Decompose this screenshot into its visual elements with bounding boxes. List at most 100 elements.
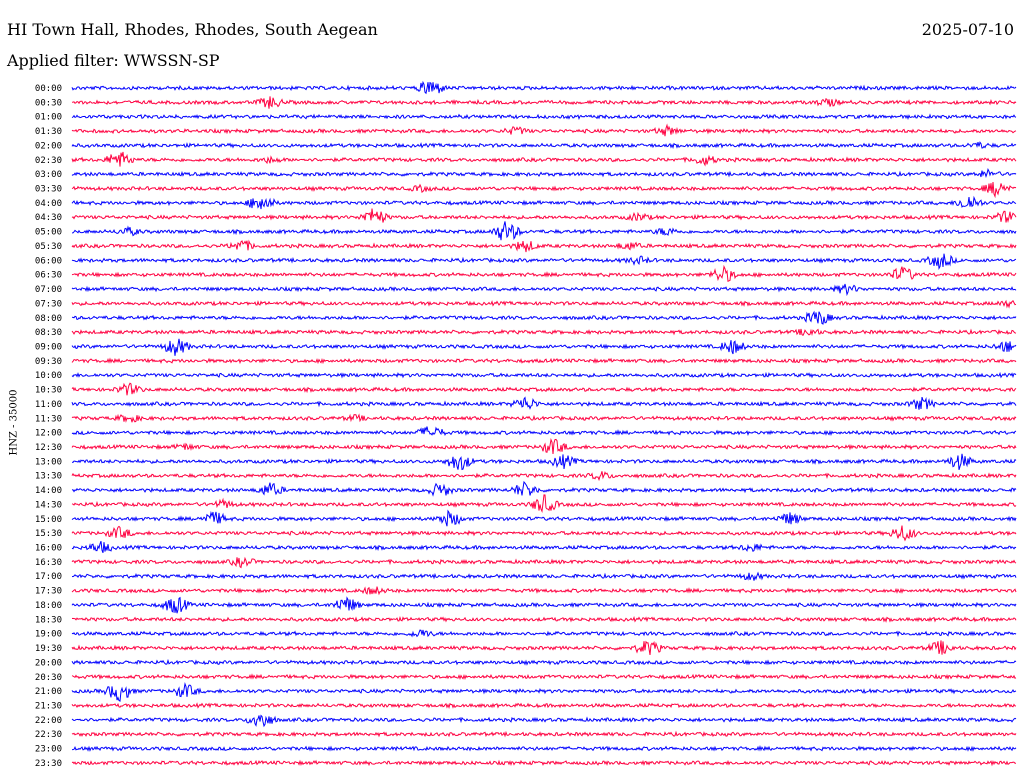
time-label: 17:30 bbox=[35, 587, 62, 597]
time-label: 05:00 bbox=[35, 228, 62, 238]
time-label: 13:00 bbox=[35, 457, 62, 467]
trace-line bbox=[71, 540, 1017, 554]
time-label: 03:00 bbox=[35, 170, 62, 180]
trace-line bbox=[71, 640, 1017, 656]
time-label: 12:30 bbox=[35, 443, 62, 453]
time-label: 07:00 bbox=[35, 285, 62, 295]
time-label: 09:00 bbox=[35, 342, 62, 352]
trace-line bbox=[71, 382, 1017, 396]
time-label: 16:30 bbox=[35, 558, 62, 568]
time-label: 19:30 bbox=[35, 644, 62, 654]
trace-line bbox=[71, 556, 1017, 569]
trace-line bbox=[71, 80, 1017, 95]
trace-line bbox=[71, 299, 1017, 309]
time-label: 14:30 bbox=[35, 500, 62, 510]
trace-line bbox=[71, 438, 1017, 454]
trace-line bbox=[71, 745, 1017, 752]
trace-line bbox=[72, 221, 1017, 241]
trace-line bbox=[71, 413, 1017, 423]
trace-line bbox=[71, 759, 1017, 767]
time-label: 17:00 bbox=[35, 572, 62, 582]
trace-line bbox=[71, 239, 1017, 253]
time-label: 10:00 bbox=[35, 371, 62, 381]
trace-line bbox=[71, 702, 1017, 710]
time-label: 06:00 bbox=[35, 256, 62, 266]
trace-line bbox=[71, 253, 1017, 270]
trace-line bbox=[71, 596, 1017, 614]
trace-line bbox=[71, 195, 1017, 210]
time-label: 00:30 bbox=[35, 98, 62, 108]
time-label: 21:30 bbox=[35, 701, 62, 711]
trace-line bbox=[71, 141, 1017, 149]
trace-line bbox=[71, 96, 1017, 109]
time-label: 19:00 bbox=[35, 630, 62, 640]
trace-line bbox=[71, 494, 1017, 513]
trace-line bbox=[71, 426, 1017, 437]
trace-line bbox=[71, 480, 1017, 497]
time-label: 20:00 bbox=[35, 658, 62, 668]
trace-line bbox=[71, 586, 1017, 596]
trace-line bbox=[71, 673, 1017, 681]
time-label: 18:30 bbox=[35, 615, 62, 625]
time-label: 02:30 bbox=[35, 156, 62, 166]
trace-line bbox=[71, 338, 1017, 356]
trace-line bbox=[71, 113, 1017, 120]
time-label: 16:00 bbox=[35, 544, 62, 554]
trace-line bbox=[71, 453, 1017, 471]
time-label: 00:00 bbox=[35, 84, 62, 94]
trace-line bbox=[71, 283, 1017, 297]
time-label: 11:00 bbox=[35, 400, 62, 410]
trace-line bbox=[71, 396, 1017, 410]
time-label: 06:30 bbox=[35, 271, 62, 281]
trace-line bbox=[71, 730, 1017, 738]
trace-line bbox=[71, 571, 1017, 581]
time-label: 20:30 bbox=[35, 673, 62, 683]
trace-line bbox=[71, 357, 1017, 365]
trace-line bbox=[71, 682, 1017, 702]
time-label: 13:30 bbox=[35, 472, 62, 482]
trace-line bbox=[71, 264, 1017, 283]
time-label: 21:00 bbox=[35, 687, 62, 697]
trace-line bbox=[71, 629, 1017, 638]
trace-line bbox=[71, 371, 1017, 379]
trace-line bbox=[71, 151, 1017, 167]
trace-line bbox=[71, 525, 1017, 542]
trace-line bbox=[71, 328, 1017, 336]
time-label: 23:00 bbox=[35, 745, 62, 755]
time-label: 07:30 bbox=[35, 299, 62, 309]
trace-line bbox=[71, 168, 1017, 178]
time-label: 23:30 bbox=[35, 759, 62, 769]
station-title: HI Town Hall, Rhodes, Rhodes, South Aege… bbox=[7, 20, 378, 39]
time-label: 22:30 bbox=[35, 730, 62, 740]
time-label: 03:30 bbox=[35, 185, 62, 195]
time-label: 05:30 bbox=[35, 242, 62, 252]
time-label: 14:00 bbox=[35, 486, 62, 496]
time-label: 15:30 bbox=[35, 529, 62, 539]
trace-line bbox=[71, 123, 1017, 137]
trace-line bbox=[71, 616, 1017, 623]
time-label: 04:00 bbox=[35, 199, 62, 209]
time-label: 01:30 bbox=[35, 127, 62, 137]
time-label: 11:30 bbox=[35, 414, 62, 424]
trace-line bbox=[71, 471, 1017, 482]
date-label: 2025-07-10 bbox=[921, 20, 1014, 39]
time-label: 04:30 bbox=[35, 213, 62, 223]
time-label: 18:00 bbox=[35, 601, 62, 611]
trace-line bbox=[71, 181, 1017, 199]
time-label: 15:00 bbox=[35, 515, 62, 525]
time-label: 08:30 bbox=[35, 328, 62, 338]
trace-line bbox=[71, 658, 1017, 666]
trace-line bbox=[71, 310, 1017, 325]
time-label: 10:30 bbox=[35, 386, 62, 396]
trace-line bbox=[71, 208, 1017, 224]
time-label: 22:00 bbox=[35, 716, 62, 726]
trace-line bbox=[71, 714, 1017, 728]
time-label: 09:30 bbox=[35, 357, 62, 367]
time-label: 12:00 bbox=[35, 429, 62, 439]
time-label: 01:00 bbox=[35, 113, 62, 123]
time-label: 08:00 bbox=[35, 314, 62, 324]
trace-line bbox=[71, 509, 1017, 527]
time-label: 02:00 bbox=[35, 141, 62, 151]
filter-label: Applied filter: WWSSN-SP bbox=[7, 51, 220, 70]
